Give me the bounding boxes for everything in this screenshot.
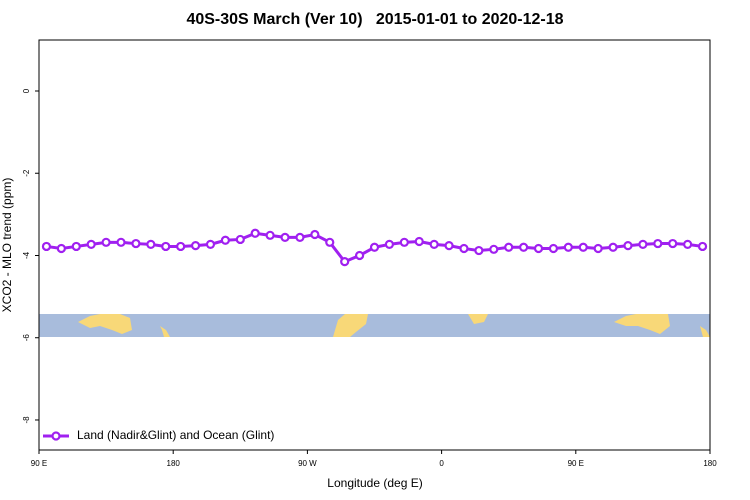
data-point: [638, 239, 648, 249]
data-point: [459, 243, 469, 254]
legend-label: Land (Nadir&Glint) and Ocean (Glint): [77, 428, 274, 442]
data-point: [161, 241, 171, 252]
data-point: [235, 234, 245, 245]
data-point: [548, 243, 559, 254]
data-point: [295, 232, 305, 242]
data-point: [131, 238, 141, 249]
data-point: [683, 239, 693, 249]
data-point: [504, 242, 514, 252]
data-point: [41, 241, 52, 252]
data-point: [220, 235, 230, 245]
data-point: [593, 243, 603, 254]
data-point: [190, 241, 201, 251]
data-point: [340, 257, 350, 267]
data-point: [519, 242, 529, 252]
x-tick-label: 90 E: [568, 459, 584, 468]
data-point: [354, 250, 365, 261]
y-axis-label: XCO2 - MLO trend (ppm): [0, 178, 14, 313]
land-shape: [700, 326, 710, 337]
y-tick-label: 0: [22, 88, 31, 93]
data-point: [116, 237, 126, 247]
land-shape: [614, 314, 670, 334]
data-point: [56, 243, 66, 254]
data-point: [414, 236, 424, 247]
data-point: [489, 244, 499, 254]
data-point: [101, 237, 111, 247]
data-point: [474, 245, 484, 256]
legend-marker: [51, 431, 61, 441]
map-strip: [39, 314, 710, 337]
ocean-background: [39, 314, 710, 337]
y-tick-label: -2: [22, 169, 31, 177]
data-point: [697, 241, 708, 252]
x-tick-label: 180: [167, 459, 181, 468]
data-point: [533, 243, 544, 254]
data-point: [310, 229, 320, 240]
data-point: [668, 238, 678, 249]
data-point: [444, 241, 454, 251]
data-point: [176, 241, 186, 252]
data-point: [265, 230, 275, 240]
data-point: [250, 228, 260, 238]
data-point: [578, 242, 588, 252]
data-point: [429, 239, 439, 249]
y-tick-label: -6: [22, 334, 31, 342]
y-tick-label: -8: [22, 416, 31, 424]
data-point: [608, 242, 618, 252]
plot-frame: [38, 39, 711, 451]
y-tick-label: -4: [22, 251, 31, 259]
x-axis-label: Longitude (deg E): [327, 476, 422, 490]
data-point: [369, 242, 380, 252]
data-point: [325, 237, 335, 247]
land-shape: [160, 326, 170, 337]
x-tick-label: 90 E: [31, 459, 47, 468]
data-point: [71, 241, 81, 252]
data-point: [205, 239, 216, 249]
land-shape: [468, 314, 488, 324]
data-point: [280, 232, 290, 242]
data-point: [653, 238, 663, 249]
chart-title: 40S-30S March (Ver 10) 2015-01-01 to 202…: [186, 11, 563, 28]
data-point: [86, 239, 96, 249]
x-tick-label: 0: [439, 459, 444, 468]
data-point: [384, 239, 395, 249]
x-tick-label: 180: [703, 459, 717, 468]
land-shape: [78, 314, 132, 334]
data-point: [146, 239, 156, 249]
data-point: [399, 237, 409, 247]
data-point: [563, 242, 573, 252]
legend: Land (Nadir&Glint) and Ocean (Glint): [43, 428, 274, 442]
x-tick-label: 90 W: [298, 459, 317, 468]
land-shape: [333, 314, 368, 337]
data-point: [623, 241, 633, 251]
